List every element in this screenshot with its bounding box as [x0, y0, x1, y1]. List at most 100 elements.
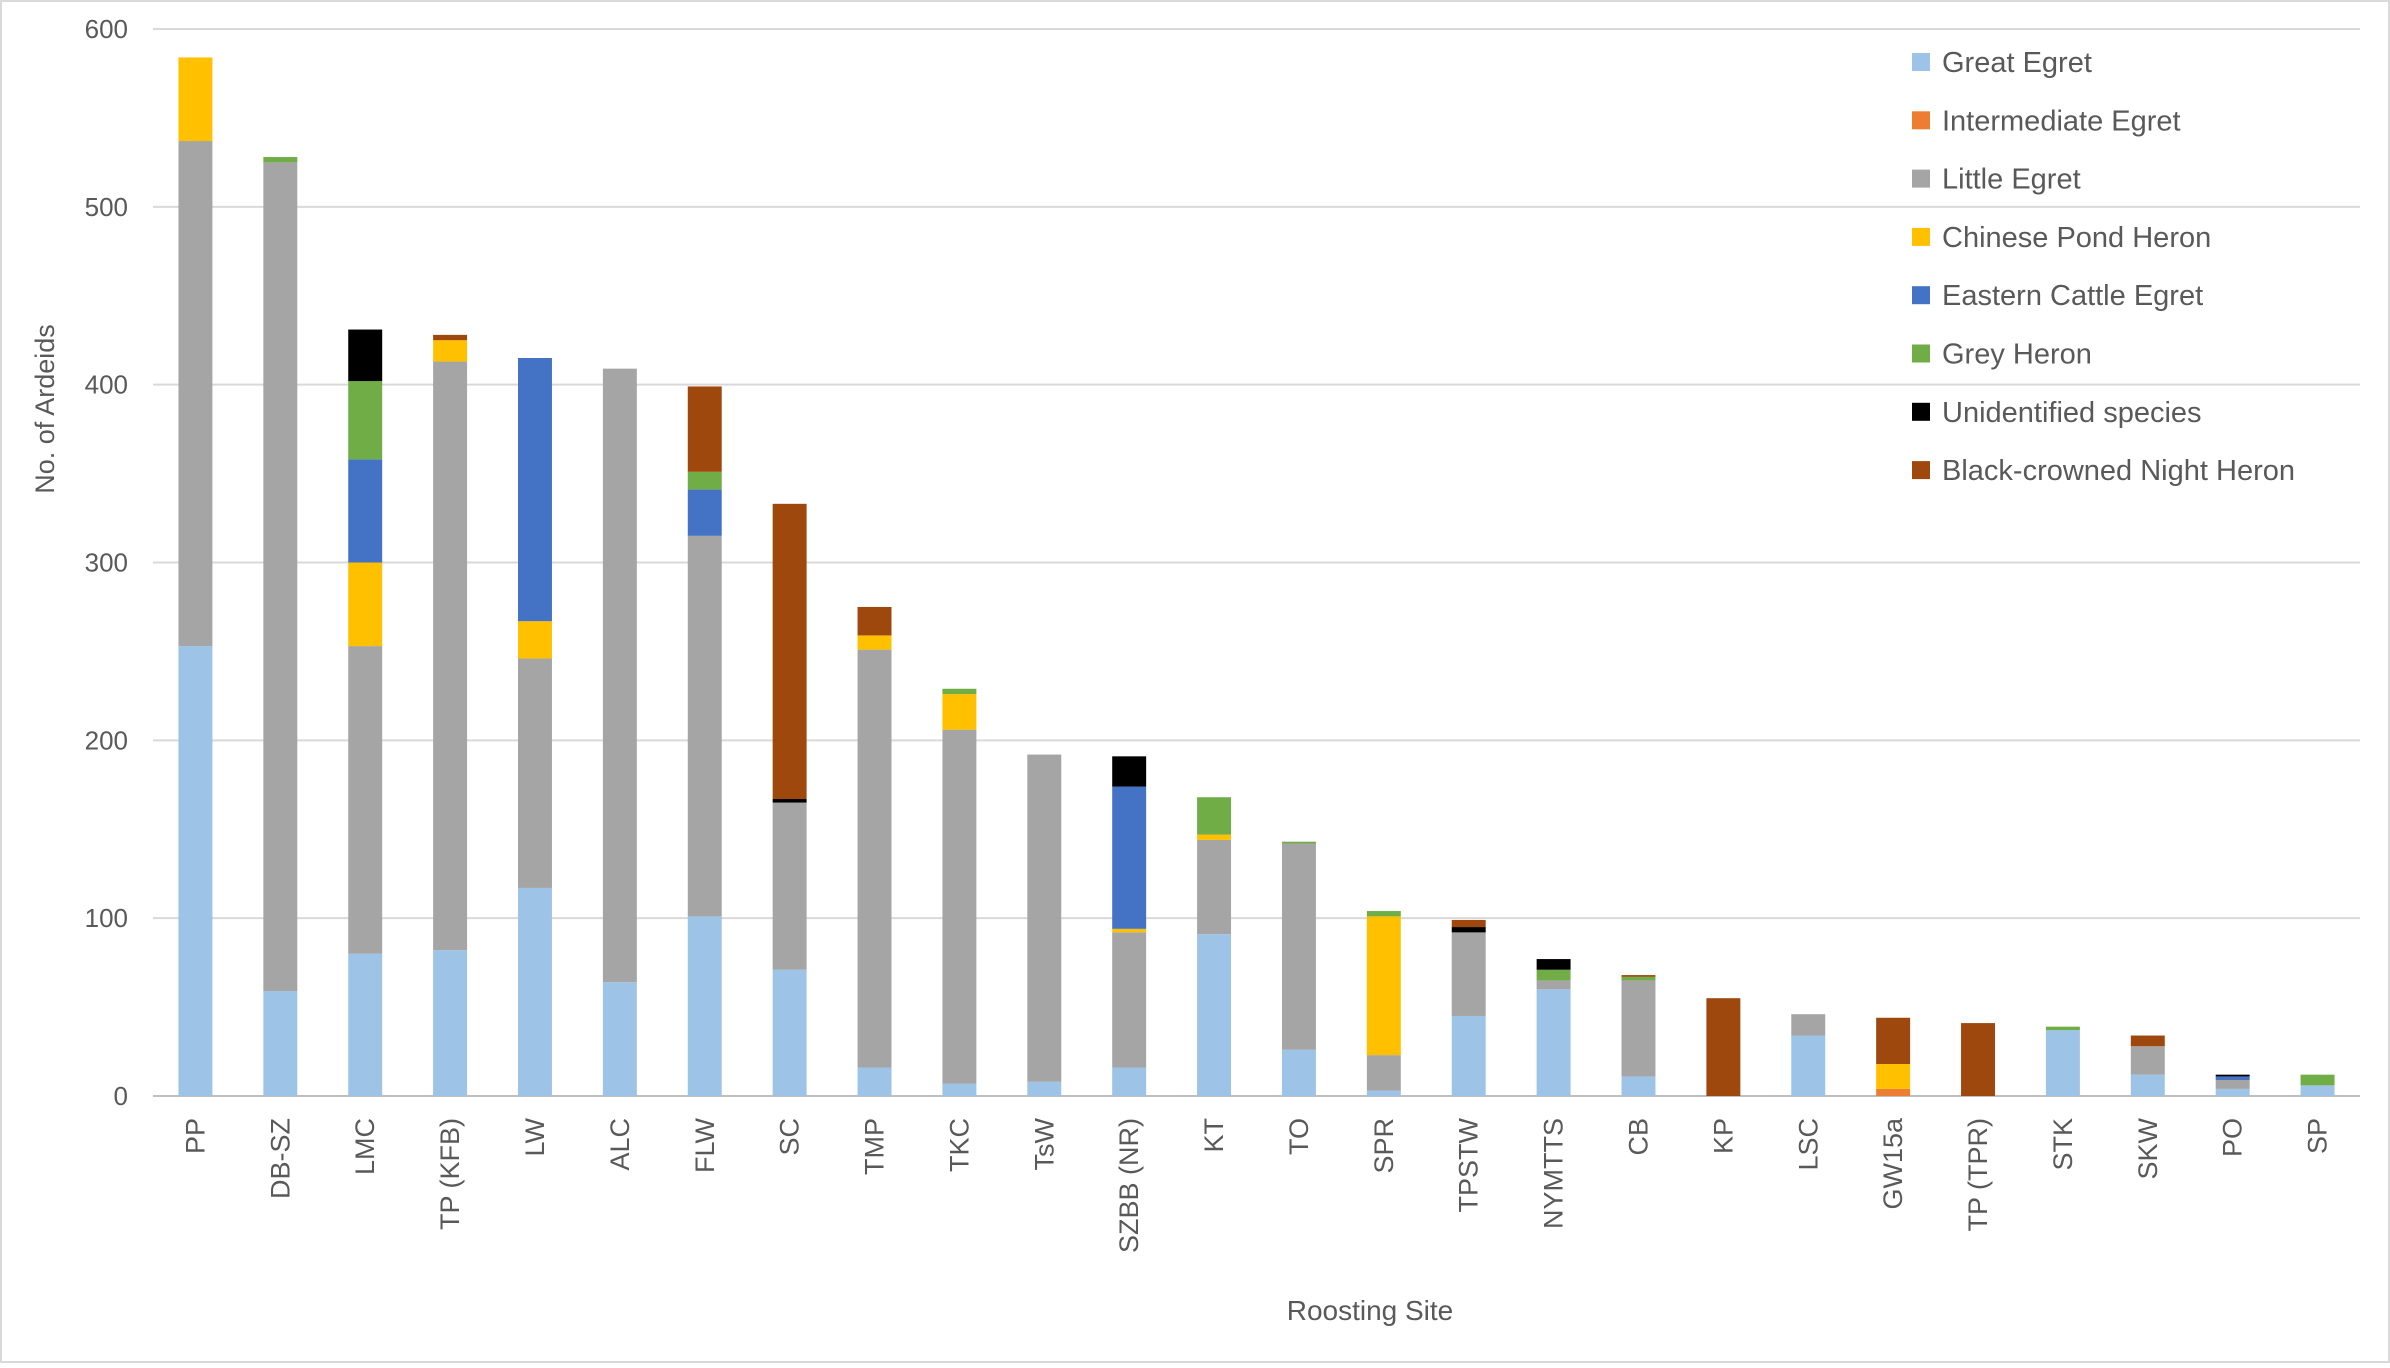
x-tick-label: DB-SZ	[265, 1118, 295, 1199]
x-tick-label: TO	[1284, 1118, 1314, 1155]
bar-segment-sc-unidentified-species	[772, 799, 807, 803]
bar-segment-tp-kfb--little-egret	[433, 361, 468, 951]
bar-segment-lmc-eastern-cattle-egret	[348, 459, 383, 563]
bar-segment-lsc-little-egret	[1791, 1014, 1826, 1036]
bar-segment-stk-grey-heron	[2045, 1026, 2080, 1031]
bar-segment-kt-chinese-pond-heron	[1197, 834, 1232, 840]
x-tick-label: SP	[2303, 1118, 2333, 1154]
bar-segment-tpstw-little-egret	[1451, 932, 1486, 1016]
bar-segment-nymtts-great-egret	[1536, 989, 1571, 1096]
bar-segment-skw-black-crowned-night-heron	[2130, 1035, 2165, 1047]
bar-segment-cb-black-crowned-night-heron	[1621, 975, 1656, 977]
x-tick-label: SZBB (NR)	[1114, 1118, 1144, 1253]
x-tick-label: NYMTTS	[1539, 1118, 1569, 1229]
bar-segment-lw-eastern-cattle-egret	[518, 357, 552, 622]
bar-segment-tp-kfb--black-crowned-night-heron	[433, 334, 468, 341]
y-tick-label: 500	[85, 192, 128, 222]
x-tick-label: TKC	[944, 1118, 974, 1172]
x-tick-label: TPSTW	[1454, 1117, 1484, 1212]
bar-segment-flw-grey-heron	[687, 471, 722, 490]
bar-segment-kt-little-egret	[1197, 839, 1232, 935]
bar-segment-po-little-egret	[2215, 1079, 2250, 1089]
bar-segment-tkc-little-egret	[942, 729, 977, 1084]
bar-segment-lmc-unidentified-species	[348, 329, 383, 382]
x-tick-label: TP (KFB)	[435, 1118, 465, 1230]
bar-segment-to-grey-heron	[1281, 841, 1316, 844]
x-tick-label: TsW	[1029, 1117, 1059, 1170]
bar-segment-cb-little-egret	[1621, 980, 1656, 1077]
legend-label: Great Egret	[1942, 47, 2092, 79]
bar-segment-gw15a-chinese-pond-heron	[1876, 1063, 1911, 1089]
bar-segment-to-great-egret	[1281, 1049, 1316, 1096]
x-tick-label: LSC	[1793, 1118, 1823, 1171]
bar-segment-nymtts-little-egret	[1536, 980, 1571, 990]
legend-label: Eastern Cattle Egret	[1942, 280, 2203, 312]
bar-segment-kt-great-egret	[1197, 934, 1232, 1096]
bar-segment-nymtts-grey-heron	[1536, 969, 1571, 981]
y-tick-label: 300	[85, 548, 128, 578]
bar-segment-flw-little-egret	[687, 535, 722, 917]
bar-segment-po-eastern-cattle-egret	[2215, 1076, 2250, 1080]
bar-segment-db-sz-little-egret	[263, 162, 298, 992]
bar-segment-tmp-chinese-pond-heron	[857, 635, 892, 650]
bar-segment-tpstw-black-crowned-night-heron	[1451, 919, 1486, 928]
bar-segment-kp-black-crowned-night-heron	[1706, 998, 1741, 1096]
y-tick-label: 100	[85, 903, 128, 933]
x-tick-label: SPR	[1369, 1118, 1399, 1174]
bar-segment-pp-little-egret	[178, 141, 213, 647]
bar-segment-tkc-grey-heron	[942, 688, 977, 695]
x-tick-label: KP	[1708, 1118, 1738, 1154]
bar-segment-alc-little-egret	[602, 368, 637, 983]
x-tick-label: GW15a	[1878, 1117, 1908, 1210]
bar-segment-tpstw-unidentified-species	[1451, 927, 1486, 933]
bar-segment-lw-great-egret	[518, 887, 552, 1096]
x-tick-label: LMC	[350, 1118, 380, 1175]
bar-segment-szbb-nr--eastern-cattle-egret	[1112, 786, 1147, 929]
bar-segment-sc-great-egret	[772, 969, 807, 1096]
legend-swatch	[1912, 402, 1930, 421]
bar-segment-cb-grey-heron	[1621, 976, 1656, 981]
bar-segment-skw-little-egret	[2130, 1046, 2165, 1075]
bar-segment-lw-little-egret	[518, 658, 552, 888]
x-tick-label: TP (TPR)	[1963, 1118, 1993, 1232]
bar-segment-sp-grey-heron	[2300, 1074, 2335, 1086]
x-tick-label: LW	[520, 1117, 550, 1156]
x-tick-label: SKW	[2133, 1117, 2163, 1179]
y-axis-label: No. of Ardeids	[30, 324, 60, 494]
legend-label: Chinese Pond Heron	[1942, 222, 2211, 254]
bar-segment-tmp-great-egret	[857, 1067, 892, 1096]
bar-segment-lmc-great-egret	[348, 953, 383, 1096]
bar-segment-gw15a-black-crowned-night-heron	[1876, 1017, 1911, 1064]
legend-swatch	[1912, 53, 1930, 71]
bar-segment-szbb-nr--great-egret	[1112, 1067, 1147, 1096]
bar-segment-alc-great-egret	[602, 982, 637, 1096]
bar-segment-spr-chinese-pond-heron	[1366, 916, 1401, 1056]
x-tick-label: PP	[180, 1118, 210, 1154]
y-tick-labels: 0 100 200 300 400 500 600	[85, 14, 128, 1111]
bar-segment-cb-great-egret	[1621, 1076, 1656, 1096]
bar-segment-tkc-great-egret	[942, 1083, 977, 1096]
y-tick-label: 600	[85, 14, 128, 44]
bar-segment-tp-kfb--great-egret	[433, 950, 468, 1096]
bar-segment-skw-great-egret	[2130, 1074, 2165, 1096]
legend-swatch	[1912, 111, 1930, 130]
x-tick-label: PO	[2218, 1118, 2248, 1157]
x-tick-label: KT	[1199, 1118, 1229, 1153]
bar-segment-pp-great-egret	[178, 646, 213, 1096]
bar-segment-db-sz-grey-heron	[263, 157, 298, 163]
bar-segment-sc-little-egret	[772, 802, 807, 970]
bar-segment-tmp-little-egret	[857, 649, 892, 1068]
x-tick-label: SC	[775, 1118, 805, 1156]
bar-segment-flw-great-egret	[687, 916, 722, 1096]
bar-segment-spr-great-egret	[1366, 1090, 1401, 1096]
bar-segment-spr-grey-heron	[1366, 911, 1401, 917]
x-tick-label: STK	[2048, 1118, 2078, 1171]
legend-swatch	[1912, 461, 1930, 480]
bars	[178, 57, 2335, 1096]
bar-segment-tmp-black-crowned-night-heron	[857, 606, 892, 636]
x-axis-label: Roosting Site	[1287, 1295, 1454, 1326]
bar-segment-lmc-grey-heron	[348, 381, 383, 460]
legend-swatch	[1912, 169, 1930, 188]
bar-segment-nymtts-unidentified-species	[1536, 959, 1571, 970]
bar-segment-sc-black-crowned-night-heron	[772, 503, 807, 800]
